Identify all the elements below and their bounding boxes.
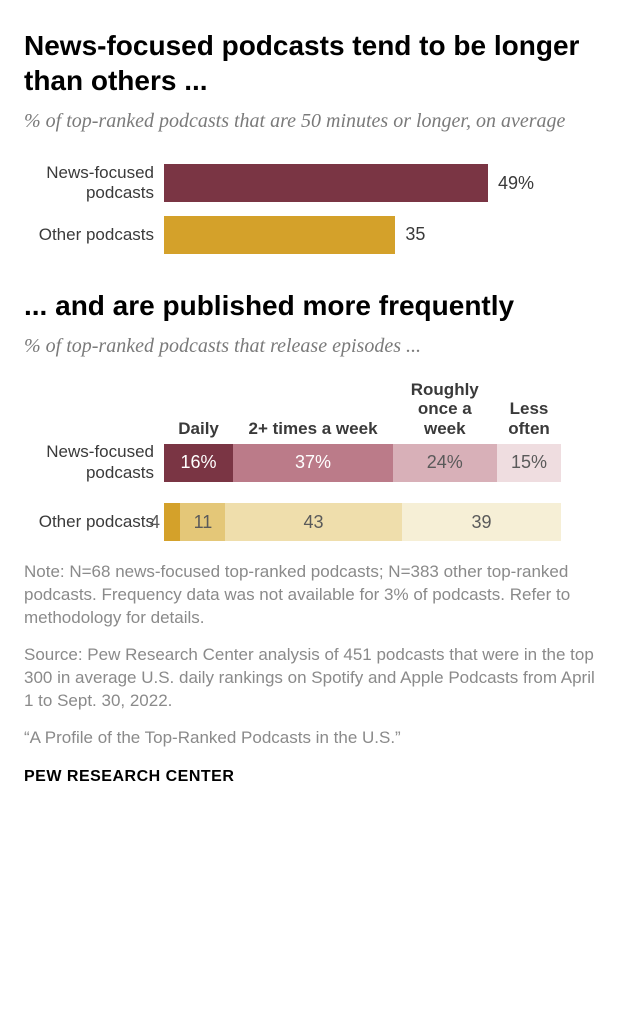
stacked-label: Other podcasts [24,512,164,532]
footer-attribution: PEW RESEARCH CENTER [24,768,596,786]
chart-subtitle-2: % of top-ranked podcasts that release ep… [24,333,596,360]
bar-chart: News-focused podcasts 49% Other podcasts 35 [24,163,596,254]
stacked-segment: 43 [225,503,401,541]
bar-fill [164,216,395,254]
stacked-label: News-focused podcasts [24,442,164,483]
stacked-segment: 15% [497,444,562,482]
stacked-header: Roughly once a week [393,380,497,439]
stacked-chart: Daily2+ times a weekRoughly once a weekL… [24,380,596,541]
bar-row: News-focused podcasts 49% [24,163,596,204]
stacked-track: 16%37%24%15% [164,444,596,482]
chart-title-1: News-focused podcasts tend to be longer … [24,28,596,98]
chart-title-2: ... and are published more frequently [24,288,596,323]
stacked-header-row: Daily2+ times a weekRoughly once a weekL… [164,380,596,439]
stacked-header: Less often [497,380,562,439]
bar-label: Other podcasts [24,225,164,245]
stacked-segment: 39 [402,503,562,541]
stacked-segment: 4 [164,503,180,541]
stacked-segment: 11 [180,503,225,541]
stacked-segment: 16% [164,444,233,482]
source-text: Source: Pew Research Center analysis of … [24,644,596,713]
stacked-header: Daily [164,380,233,439]
stacked-track: 4114339 [164,503,596,541]
stacked-segment: 37% [233,444,393,482]
bar-fill [164,164,488,202]
bar-label: News-focused podcasts [24,163,164,204]
note-text: Note: N=68 news-focused top-ranked podca… [24,561,596,630]
chart-subtitle-1: % of top-ranked podcasts that are 50 min… [24,108,596,135]
stacked-segment: 24% [393,444,497,482]
bar-row: Other podcasts 35 [24,216,596,254]
stacked-row: Other podcasts4114339 [24,503,596,541]
quote-text: “A Profile of the Top-Ranked Podcasts in… [24,727,596,750]
bar-value: 49% [498,173,534,194]
stacked-header: 2+ times a week [233,380,393,439]
bar-value: 35 [405,224,425,245]
stacked-row: News-focused podcasts16%37%24%15% [24,442,596,483]
